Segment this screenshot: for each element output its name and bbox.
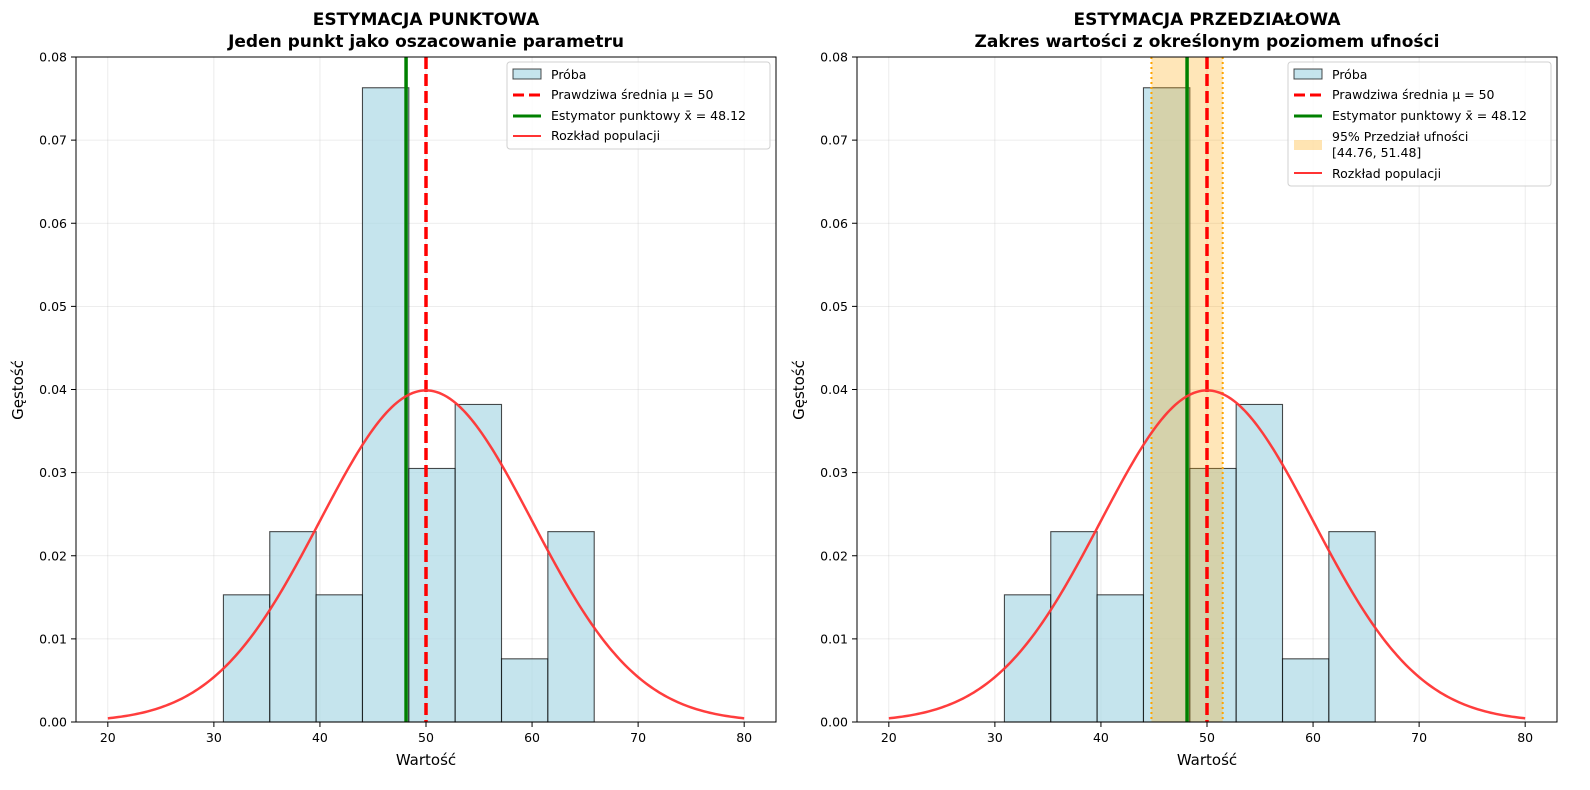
- y-tick-label: 0.03: [820, 465, 848, 480]
- y-tick-label: 0.08: [820, 50, 848, 65]
- legend-swatch-confidence-interval: [1294, 140, 1322, 150]
- x-axis-label: Wartość: [396, 751, 456, 769]
- legend-label-population: Rozkład populacji: [1332, 166, 1441, 181]
- y-tick-label: 0.00: [39, 715, 67, 730]
- x-tick-label: 30: [206, 730, 222, 745]
- histogram-bar: [1235, 403, 1284, 723]
- population-curve-layer: [107, 389, 745, 720]
- chart-subtitle: Jeden punkt jako oszacowanie parametru: [227, 32, 624, 52]
- y-tick-label: 0.02: [820, 548, 848, 563]
- x-tick-label: 40: [312, 730, 328, 745]
- y-tick-label: 0.05: [39, 299, 67, 314]
- histogram-bar: [361, 87, 410, 723]
- y-tick-label: 0.07: [820, 133, 848, 148]
- x-tick-label: 80: [736, 730, 752, 745]
- x-tick-label: 20: [881, 730, 897, 745]
- legend-frame: [1287, 61, 1552, 187]
- legend-swatch-sample: [512, 68, 542, 80]
- x-axis-label: Wartość: [1177, 751, 1237, 769]
- y-ticks: 0.00 0.01 0.02 0.03 0.04 0.05 0.06 0.07 0.08: [39, 50, 76, 730]
- histogram-bar: [1189, 467, 1237, 723]
- population-curve: [107, 389, 745, 720]
- y-tick-label: 0.07: [39, 133, 67, 148]
- histogram-bar: [408, 467, 456, 723]
- histogram-bar: [1096, 594, 1145, 723]
- x-tick-label: 20: [100, 730, 116, 745]
- y-ticks: 0.00 0.01 0.02 0.03 0.04 0.05 0.06 0.07 0.08: [820, 50, 857, 730]
- legend-swatch-sample: [1293, 68, 1323, 80]
- population-curve-layer: [888, 389, 1526, 720]
- y-tick-label: 0.04: [39, 382, 67, 397]
- y-tick-label: 0.05: [820, 299, 848, 314]
- histogram-bar: [1003, 594, 1052, 723]
- chart-title: ESTYMACJA PUNKTOWA: [313, 10, 540, 30]
- y-tick-label: 0.01: [39, 631, 67, 646]
- chart-subtitle: Zakres wartości z określonym poziomem uf…: [975, 32, 1440, 52]
- panel-point-estimation: ESTYMACJA PUNKTOWA Jeden punkt jako osza…: [9, 10, 777, 769]
- legend-label-confidence-interval: 95% Przedział ufności: [1332, 129, 1468, 144]
- x-tick-label: 70: [1411, 730, 1427, 745]
- histogram-bar: [1281, 658, 1330, 723]
- y-tick-label: 0.04: [820, 382, 848, 397]
- x-tick-label: 60: [524, 730, 540, 745]
- x-tick-label: 60: [1305, 730, 1321, 745]
- x-tick-label: 50: [1199, 730, 1215, 745]
- histogram-bar: [315, 594, 364, 723]
- histogram-bar: [269, 531, 317, 723]
- legend-label-sample: Próba: [1332, 67, 1367, 82]
- x-tick-label: 70: [630, 730, 646, 745]
- y-tick-label: 0.01: [820, 631, 848, 646]
- legend: Próba Prawdziwa średnia μ = 50 Estymator…: [506, 61, 771, 150]
- legend-label-sample: Próba: [551, 67, 586, 82]
- histogram-bar: [500, 658, 549, 723]
- histogram-bar: [547, 531, 595, 723]
- histogram: [1003, 87, 1376, 723]
- legend: Próba Prawdziwa średnia μ = 50 Estymator…: [1287, 61, 1552, 187]
- legend-label-population: Rozkład populacji: [551, 128, 660, 143]
- legend-label-true-mean: Prawdziwa średnia μ = 50: [1332, 87, 1495, 102]
- panel-interval-estimation: ESTYMACJA PRZEDZIAŁOWA Zakres wartości z…: [790, 10, 1558, 769]
- y-tick-label: 0.03: [39, 465, 67, 480]
- x-tick-label: 50: [418, 730, 434, 745]
- histogram-bar: [222, 594, 271, 723]
- y-tick-label: 0.00: [820, 715, 848, 730]
- y-tick-label: 0.02: [39, 548, 67, 563]
- chart-title: ESTYMACJA PRZEDZIAŁOWA: [1073, 10, 1341, 30]
- x-tick-label: 30: [987, 730, 1003, 745]
- histogram-bar: [1050, 531, 1098, 723]
- population-curve: [888, 389, 1526, 720]
- histogram-bar: [1328, 531, 1376, 723]
- x-ticks: 20 30 40 50 60 70 80: [881, 722, 1533, 745]
- legend-label-confidence-bounds: [44.76, 51.48]: [1332, 145, 1421, 160]
- y-axis-label: Gęstość: [790, 360, 808, 420]
- y-tick-label: 0.06: [820, 216, 848, 231]
- legend-label-true-mean: Prawdziwa średnia μ = 50: [551, 87, 714, 102]
- legend-label-point-estimate: Estymator punktowy x̄ = 48.12: [1332, 108, 1527, 123]
- y-tick-label: 0.06: [39, 216, 67, 231]
- legend-label-point-estimate: Estymator punktowy x̄ = 48.12: [551, 108, 746, 123]
- legend-frame: [506, 61, 771, 150]
- x-tick-label: 40: [1093, 730, 1109, 745]
- x-ticks: 20 30 40 50 60 70 80: [100, 722, 752, 745]
- y-tick-label: 0.08: [39, 50, 67, 65]
- reference-lines: [1150, 57, 1224, 722]
- histogram: [222, 87, 595, 723]
- x-tick-label: 80: [1517, 730, 1533, 745]
- y-axis-label: Gęstość: [9, 360, 27, 420]
